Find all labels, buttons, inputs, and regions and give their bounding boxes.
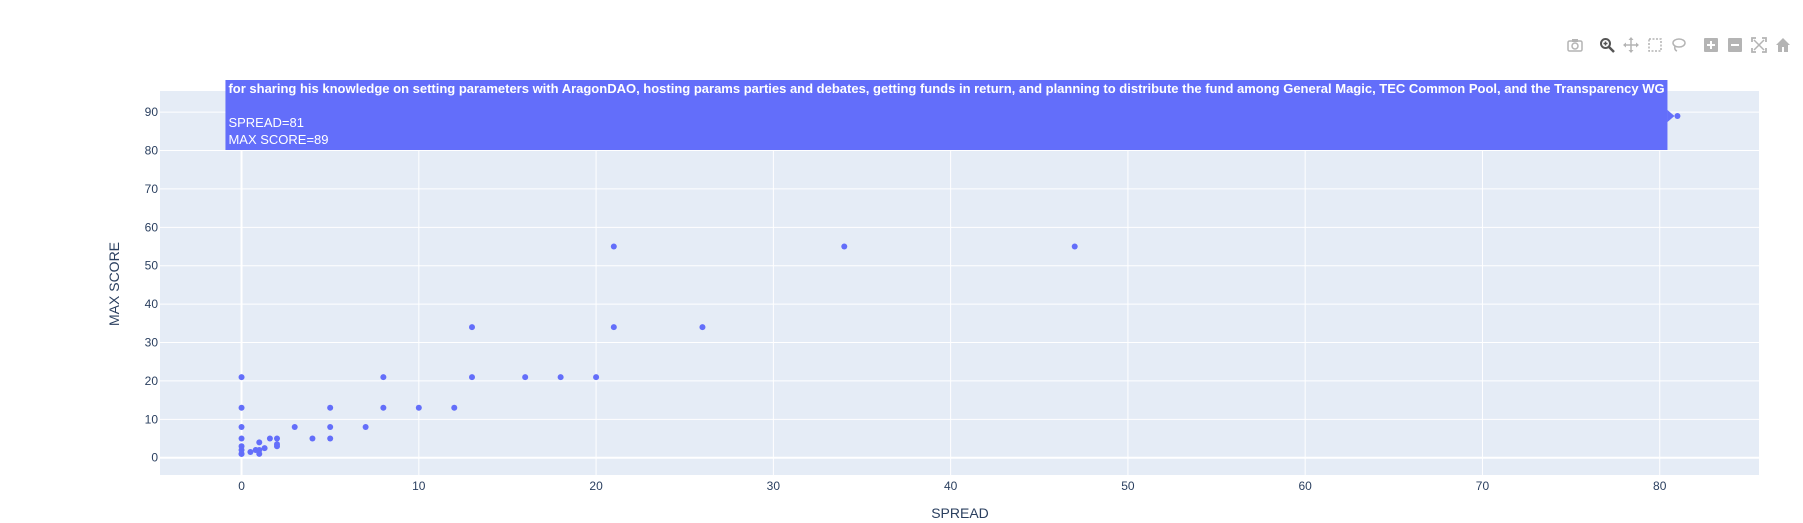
- data-point[interactable]: [469, 324, 475, 331]
- modebar: [1563, 34, 1803, 56]
- camera-button[interactable]: [1563, 34, 1587, 56]
- hover-max-score-value: MAX SCORE=89: [228, 132, 328, 147]
- data-point[interactable]: [327, 435, 334, 442]
- x-tick-label: 80: [1653, 479, 1667, 493]
- hover-title: for sharing his knowledge on setting par…: [228, 81, 1664, 96]
- hover-box: [225, 80, 1668, 150]
- data-point[interactable]: [238, 435, 245, 442]
- zoom-out-icon: [1728, 38, 1742, 52]
- autoscale-button[interactable]: [1747, 34, 1771, 56]
- data-point[interactable]: [261, 445, 268, 452]
- box-select-button[interactable]: [1643, 34, 1667, 56]
- data-point[interactable]: [238, 374, 245, 381]
- pan-icon: [1623, 37, 1639, 53]
- y-tick-label: 90: [145, 105, 159, 119]
- data-points[interactable]: [238, 112, 1681, 457]
- reset-axes-icon: [1776, 38, 1790, 52]
- hover-tooltip: for sharing his knowledge on setting par…: [225, 80, 1675, 150]
- data-point[interactable]: [266, 435, 273, 442]
- y-tick-label: 80: [145, 144, 159, 158]
- data-point[interactable]: [274, 435, 280, 442]
- data-point[interactable]: [238, 424, 245, 430]
- y-axis-title: MAX SCORE: [106, 242, 122, 326]
- x-tick-label: 10: [412, 479, 426, 493]
- data-point[interactable]: [1674, 112, 1681, 119]
- data-point[interactable]: [327, 404, 334, 411]
- y-tick-label: 70: [145, 182, 159, 196]
- y-tick-label: 40: [145, 297, 159, 311]
- zoom-out-button[interactable]: [1723, 34, 1747, 56]
- x-tick-label: 50: [1121, 479, 1135, 493]
- y-tick-label: 0: [151, 451, 158, 465]
- data-point[interactable]: [256, 439, 263, 446]
- data-point[interactable]: [610, 243, 617, 250]
- y-tick-label: 10: [145, 412, 159, 426]
- x-tick-label: 20: [589, 479, 603, 493]
- data-point[interactable]: [699, 324, 706, 331]
- data-point[interactable]: [327, 424, 334, 430]
- data-point[interactable]: [610, 324, 617, 331]
- hover-spread-value: SPREAD=81: [228, 115, 304, 130]
- data-point[interactable]: [593, 374, 600, 381]
- lasso-select-button[interactable]: [1667, 34, 1691, 56]
- zoom-in-icon: [1704, 38, 1718, 52]
- modebar-group: [1699, 34, 1795, 56]
- x-tick-label: 60: [1299, 479, 1313, 493]
- data-point[interactable]: [469, 374, 475, 381]
- box-select-icon: [1648, 38, 1662, 52]
- data-point[interactable]: [522, 374, 529, 381]
- data-point[interactable]: [256, 447, 263, 454]
- lasso-select-icon: [1672, 38, 1686, 52]
- zoom-icon: [1600, 38, 1615, 53]
- y-tick-label: 50: [145, 259, 159, 273]
- modebar-group: [1563, 34, 1587, 56]
- data-point[interactable]: [309, 435, 316, 442]
- data-point[interactable]: [238, 404, 245, 411]
- x-tick-labels: 0 10 20 30 40 50 60 70 80: [238, 479, 1667, 493]
- data-point[interactable]: [362, 424, 369, 430]
- reset-axes-button[interactable]: [1771, 34, 1795, 56]
- data-point[interactable]: [238, 450, 245, 457]
- pan-button[interactable]: [1619, 34, 1643, 56]
- data-point[interactable]: [380, 404, 387, 411]
- data-point[interactable]: [380, 374, 387, 381]
- data-point[interactable]: [1071, 243, 1078, 250]
- x-tick-label: 0: [238, 479, 245, 493]
- zoom-button[interactable]: [1595, 34, 1619, 56]
- y-tick-label: 30: [145, 336, 159, 350]
- data-point[interactable]: [557, 374, 564, 381]
- data-point[interactable]: [274, 441, 280, 448]
- data-point[interactable]: [415, 404, 422, 411]
- y-tick-labels: 0 10 20 30 40 50 60 70 80 90: [145, 105, 159, 465]
- x-tick-label: 40: [944, 479, 958, 493]
- data-point[interactable]: [841, 243, 848, 250]
- plot-background[interactable]: [160, 91, 1759, 475]
- camera-icon: [1567, 39, 1583, 52]
- x-axis-title: SPREAD: [931, 505, 989, 521]
- data-point[interactable]: [247, 448, 254, 455]
- autoscale-icon: [1751, 37, 1767, 53]
- x-tick-label: 30: [767, 479, 781, 493]
- x-tick-label: 70: [1476, 479, 1490, 493]
- data-point[interactable]: [451, 404, 458, 411]
- data-point[interactable]: [291, 424, 298, 430]
- y-tick-label: 60: [145, 220, 159, 234]
- y-tick-label: 20: [145, 374, 159, 388]
- modebar-group: [1595, 34, 1691, 56]
- zoom-in-button[interactable]: [1699, 34, 1723, 56]
- hover-arrow: [1667, 109, 1675, 122]
